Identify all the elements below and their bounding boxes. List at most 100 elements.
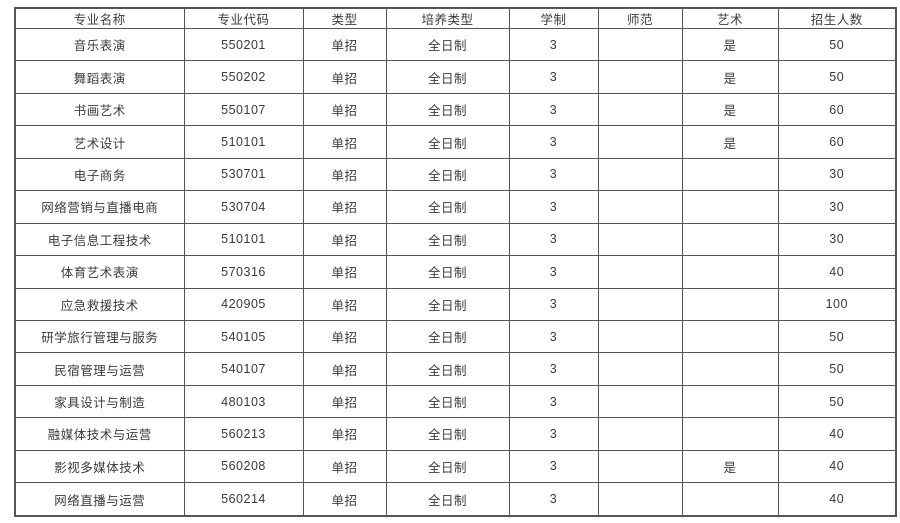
cell-name: 影视多媒体技术	[14, 449, 185, 484]
cell-normal	[597, 287, 683, 321]
table-row: 电子商务 530701 单招 全日制 3 30	[14, 157, 897, 192]
cell-art	[681, 352, 779, 386]
cell-art: 是	[681, 27, 779, 62]
column-header-duration: 学制	[508, 7, 599, 29]
cell-training: 全日制	[385, 222, 510, 257]
column-header-art: 艺术	[681, 7, 779, 29]
cell-training: 全日制	[385, 482, 510, 517]
cell-code: 560213	[183, 417, 304, 451]
cell-art	[681, 255, 779, 289]
cell-art	[681, 384, 779, 419]
cell-duration: 3	[508, 255, 599, 289]
cell-type: 单招	[302, 157, 387, 192]
cell-duration: 3	[508, 222, 599, 257]
cell-name: 融媒体技术与运营	[14, 417, 185, 451]
cell-art: 是	[681, 92, 779, 127]
cell-training: 全日制	[385, 384, 510, 419]
cell-art: 是	[681, 60, 779, 94]
cell-training: 全日制	[385, 352, 510, 386]
cell-enrollment: 50	[777, 27, 897, 62]
cell-training: 全日制	[385, 157, 510, 192]
table-row: 家具设计与制造 480103 单招 全日制 3 50	[14, 384, 897, 419]
cell-name: 舞蹈表演	[14, 60, 185, 94]
cell-enrollment: 30	[777, 157, 897, 192]
cell-enrollment: 30	[777, 190, 897, 224]
cell-code: 550107	[183, 92, 304, 127]
cell-type: 单招	[302, 482, 387, 517]
column-header-training: 培养类型	[385, 7, 510, 29]
cell-code: 570316	[183, 255, 304, 289]
cell-code: 550202	[183, 60, 304, 94]
cell-name: 电子商务	[14, 157, 185, 192]
cell-art	[681, 190, 779, 224]
cell-duration: 3	[508, 352, 599, 386]
cell-type: 单招	[302, 92, 387, 127]
cell-training: 全日制	[385, 92, 510, 127]
table-row: 网络营销与直播电商 530704 单招 全日制 3 30	[14, 190, 897, 224]
cell-type: 单招	[302, 60, 387, 94]
cell-code: 510101	[183, 125, 304, 159]
cell-enrollment: 40	[777, 417, 897, 451]
table-row: 音乐表演 550201 单招 全日制 3 是 50	[14, 27, 897, 62]
cell-enrollment: 50	[777, 60, 897, 94]
cell-type: 单招	[302, 352, 387, 386]
cell-enrollment: 60	[777, 125, 897, 159]
cell-duration: 3	[508, 27, 599, 62]
cell-name: 体育艺术表演	[14, 255, 185, 289]
cell-normal	[597, 222, 683, 257]
table-row: 应急救援技术 420905 单招 全日制 3 100	[14, 287, 897, 321]
column-header-code: 专业代码	[183, 7, 304, 29]
cell-normal	[597, 60, 683, 94]
cell-normal	[597, 255, 683, 289]
cell-code: 420905	[183, 287, 304, 321]
cell-duration: 3	[508, 287, 599, 321]
majors-table: 专业名称 专业代码 类型 培养类型 学制 师范 艺术 招生人数 音乐表演 550201 单招 全日制…	[14, 7, 897, 517]
cell-duration: 3	[508, 384, 599, 419]
table-row: 影视多媒体技术 560208 单招 全日制 3 是 40	[14, 449, 897, 484]
cell-code: 530701	[183, 157, 304, 192]
cell-type: 单招	[302, 287, 387, 321]
cell-normal	[597, 482, 683, 517]
cell-code: 550201	[183, 27, 304, 62]
cell-name: 电子信息工程技术	[14, 222, 185, 257]
cell-enrollment: 40	[777, 482, 897, 517]
cell-code: 540107	[183, 352, 304, 386]
cell-type: 单招	[302, 125, 387, 159]
column-header-enrollment: 招生人数	[777, 7, 897, 29]
cell-training: 全日制	[385, 417, 510, 451]
cell-code: 530704	[183, 190, 304, 224]
cell-name: 音乐表演	[14, 27, 185, 62]
cell-enrollment: 40	[777, 255, 897, 289]
cell-normal	[597, 384, 683, 419]
cell-training: 全日制	[385, 319, 510, 354]
cell-art: 是	[681, 125, 779, 159]
column-header-name: 专业名称	[14, 7, 185, 29]
cell-normal	[597, 352, 683, 386]
cell-enrollment: 50	[777, 352, 897, 386]
table-row: 体育艺术表演 570316 单招 全日制 3 40	[14, 255, 897, 289]
cell-duration: 3	[508, 60, 599, 94]
table-row: 研学旅行管理与服务 540105 单招 全日制 3 50	[14, 319, 897, 354]
cell-art: 是	[681, 449, 779, 484]
cell-type: 单招	[302, 449, 387, 484]
cell-duration: 3	[508, 190, 599, 224]
cell-enrollment: 30	[777, 222, 897, 257]
cell-name: 网络直播与运营	[14, 482, 185, 517]
cell-art	[681, 287, 779, 321]
cell-training: 全日制	[385, 449, 510, 484]
cell-code: 510101	[183, 222, 304, 257]
table-body: 音乐表演 550201 单招 全日制 3 是 50 舞蹈表演 550202 单招 全日制 3 是 50…	[14, 27, 897, 517]
cell-training: 全日制	[385, 287, 510, 321]
cell-art	[681, 157, 779, 192]
cell-training: 全日制	[385, 125, 510, 159]
cell-training: 全日制	[385, 190, 510, 224]
cell-normal	[597, 27, 683, 62]
cell-name: 家具设计与制造	[14, 384, 185, 419]
cell-art	[681, 319, 779, 354]
cell-enrollment: 50	[777, 319, 897, 354]
cell-enrollment: 100	[777, 287, 897, 321]
cell-duration: 3	[508, 157, 599, 192]
cell-art	[681, 222, 779, 257]
table-row: 书画艺术 550107 单招 全日制 3 是 60	[14, 92, 897, 127]
